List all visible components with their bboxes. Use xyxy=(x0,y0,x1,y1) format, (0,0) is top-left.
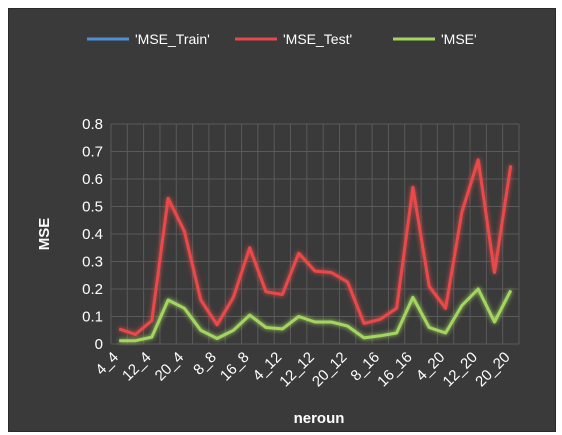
legend-label: 'MSE_Test' xyxy=(283,31,352,47)
series-lines xyxy=(118,158,513,345)
y-tick-label: 0 xyxy=(95,336,103,353)
series-line xyxy=(118,158,513,336)
chart-panel: 'MSE_Train' 'MSE_Test' 'MSE' 0 0.1 0.2 0.3 0.4… xyxy=(8,8,556,432)
y-tick-label: 0.6 xyxy=(82,171,103,188)
y-tick-label: 0.2 xyxy=(82,281,103,298)
x-tick-label: 8_8 xyxy=(190,349,220,379)
x-axis-title: neroun xyxy=(294,410,345,427)
x-tick-label: 20_20 xyxy=(472,349,514,391)
legend-label: 'MSE_Train' xyxy=(135,31,210,47)
x-tick-label: 20_4 xyxy=(152,349,188,385)
y-tick-label: 0.4 xyxy=(82,226,103,243)
y-tick-label: 0.3 xyxy=(82,254,103,271)
x-tick-label: 20_12 xyxy=(309,349,351,391)
x-tick-label: 16_16 xyxy=(374,349,416,391)
grid xyxy=(110,123,520,345)
x-tick-label: 12_20 xyxy=(440,349,482,391)
line-chart: 'MSE_Train' 'MSE_Test' 'MSE' 0 0.1 0.2 0.3 0.4… xyxy=(36,31,520,427)
y-tick-label: 0.7 xyxy=(82,144,103,161)
y-tick-label: 0.1 xyxy=(82,309,103,326)
y-axis-ticks: 0 0.1 0.2 0.3 0.4 0.5 0.6 0.7 0.8 xyxy=(82,116,103,353)
y-tick-label: 0.5 xyxy=(82,199,103,216)
legend: 'MSE_Train' 'MSE_Test' 'MSE' xyxy=(87,31,477,47)
x-tick-label: 12_4 xyxy=(119,349,155,385)
x-tick-label: 16_8 xyxy=(217,349,253,385)
x-tick-label: 4_4 xyxy=(92,349,122,379)
y-tick-label: 0.8 xyxy=(82,116,103,133)
x-axis-ticks: 4_412_420_4 8_816_84_1212_1220_128_1616_1… xyxy=(92,349,513,391)
y-axis-title: MSE xyxy=(36,218,53,251)
x-tick-label: 12_12 xyxy=(276,349,318,391)
series-line xyxy=(119,287,513,343)
legend-label: 'MSE' xyxy=(441,31,477,47)
